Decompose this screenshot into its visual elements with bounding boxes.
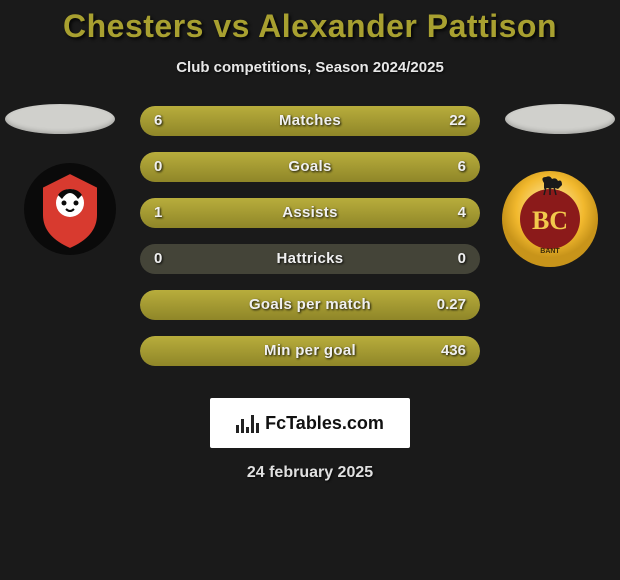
stat-value-right: 436 bbox=[441, 336, 466, 366]
svg-text:BANT: BANT bbox=[540, 248, 560, 255]
stat-row: Goals per match0.27 bbox=[140, 290, 480, 320]
stat-label: Hattricks bbox=[140, 244, 480, 274]
stat-row: 0Hattricks0 bbox=[140, 244, 480, 274]
stat-label: Goals per match bbox=[140, 290, 480, 320]
ellipse-right bbox=[505, 104, 615, 134]
stat-label: Assists bbox=[140, 198, 480, 228]
svg-text:BC: BC bbox=[532, 206, 568, 235]
stat-row: 6Matches22 bbox=[140, 106, 480, 136]
stat-row: Min per goal436 bbox=[140, 336, 480, 366]
date-label: 24 february 2025 bbox=[0, 464, 620, 482]
fctables-logo: FcTables.com bbox=[210, 398, 410, 448]
stat-value-right: 0.27 bbox=[437, 290, 466, 320]
stat-value-right: 6 bbox=[458, 152, 466, 182]
logo-text: FcTables.com bbox=[265, 413, 384, 434]
stat-value-right: 22 bbox=[449, 106, 466, 136]
stat-value-right: 4 bbox=[458, 198, 466, 228]
stat-row: 0Goals6 bbox=[140, 152, 480, 182]
stat-bars: 6Matches220Goals61Assists40Hattricks0Goa… bbox=[140, 104, 480, 366]
comparison-title: Chesters vs Alexander Pattison bbox=[0, 0, 620, 45]
stat-value-right: 0 bbox=[458, 244, 466, 274]
ellipse-left bbox=[5, 104, 115, 134]
club-crest-left bbox=[20, 159, 120, 259]
stat-label: Goals bbox=[140, 152, 480, 182]
subtitle: Club competitions, Season 2024/2025 bbox=[0, 59, 620, 76]
stat-label: Matches bbox=[140, 106, 480, 136]
stats-container: BC BANT 6Matches220Goals61Assists40Hattr… bbox=[0, 104, 620, 394]
stat-row: 1Assists4 bbox=[140, 198, 480, 228]
logo-chart-icon bbox=[236, 413, 259, 433]
stat-label: Min per goal bbox=[140, 336, 480, 366]
club-crest-right: BC BANT bbox=[500, 169, 600, 269]
